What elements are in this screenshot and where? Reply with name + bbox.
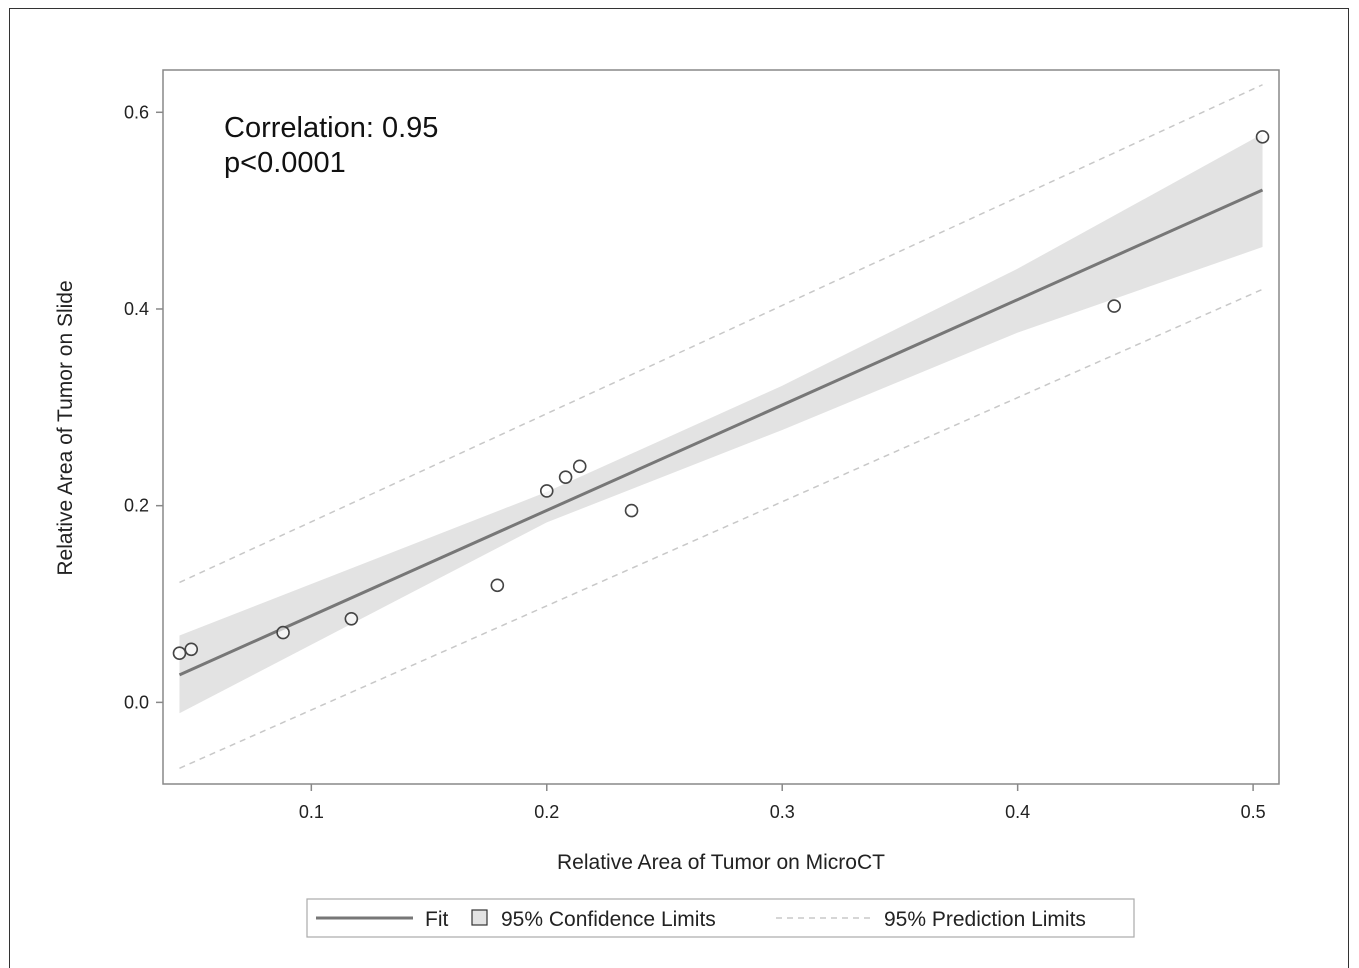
legend: Fit 95% Confidence Limits 95% Prediction… xyxy=(306,898,1135,938)
confidence-band xyxy=(179,133,1263,714)
y-axis-title: Relative Area of Tumor on Slide xyxy=(54,280,77,575)
legend-fit-label: Fit xyxy=(425,908,448,931)
prediction-upper-line xyxy=(179,84,1263,584)
y-axis: 0.0 0.2 0.4 0.6 xyxy=(124,102,163,712)
confidence-band-layer xyxy=(179,133,1263,714)
legend-confidence-label: 95% Confidence Limits xyxy=(501,908,716,931)
x-tick-label: 0.2 xyxy=(534,802,559,822)
fit-line-layer xyxy=(178,188,1264,677)
x-axis: 0.1 0.2 0.3 0.4 0.5 xyxy=(299,784,1266,822)
data-point xyxy=(558,470,573,484)
chart-frame xyxy=(9,8,1349,968)
scatter-points-layer xyxy=(172,130,1270,660)
legend-box xyxy=(306,898,1135,938)
x-tick-label: 0.4 xyxy=(1005,802,1030,822)
data-point xyxy=(1255,130,1270,144)
p-value-annotation: p<0.0001 xyxy=(224,147,346,179)
data-point xyxy=(184,642,199,657)
plot-area xyxy=(162,69,1280,785)
correlation-annotation: Correlation: 0.95 xyxy=(224,112,438,144)
data-point xyxy=(1107,299,1121,313)
data-point xyxy=(572,459,587,474)
x-axis-title: Relative Area of Tumor on MicroCT xyxy=(557,851,885,874)
x-tick-label: 0.1 xyxy=(299,802,324,822)
data-point xyxy=(344,611,359,626)
y-tick-label: 0.0 xyxy=(124,692,149,712)
x-tick-label: 0.3 xyxy=(770,802,795,822)
y-tick-label: 0.4 xyxy=(124,299,149,319)
legend-prediction-label: 95% Prediction Limits xyxy=(884,908,1086,931)
data-point xyxy=(276,625,290,640)
data-point xyxy=(624,503,639,518)
prediction-lower-line xyxy=(179,288,1263,769)
x-tick-label: 0.5 xyxy=(1241,802,1266,822)
prediction-limits-layer xyxy=(179,84,1263,769)
y-tick-label: 0.2 xyxy=(124,496,149,516)
legend-confidence-swatch xyxy=(471,909,488,926)
y-tick-label: 0.6 xyxy=(124,102,149,122)
data-point xyxy=(539,484,554,498)
data-point xyxy=(490,578,505,593)
fit-line xyxy=(178,188,1264,677)
data-point xyxy=(172,646,187,660)
